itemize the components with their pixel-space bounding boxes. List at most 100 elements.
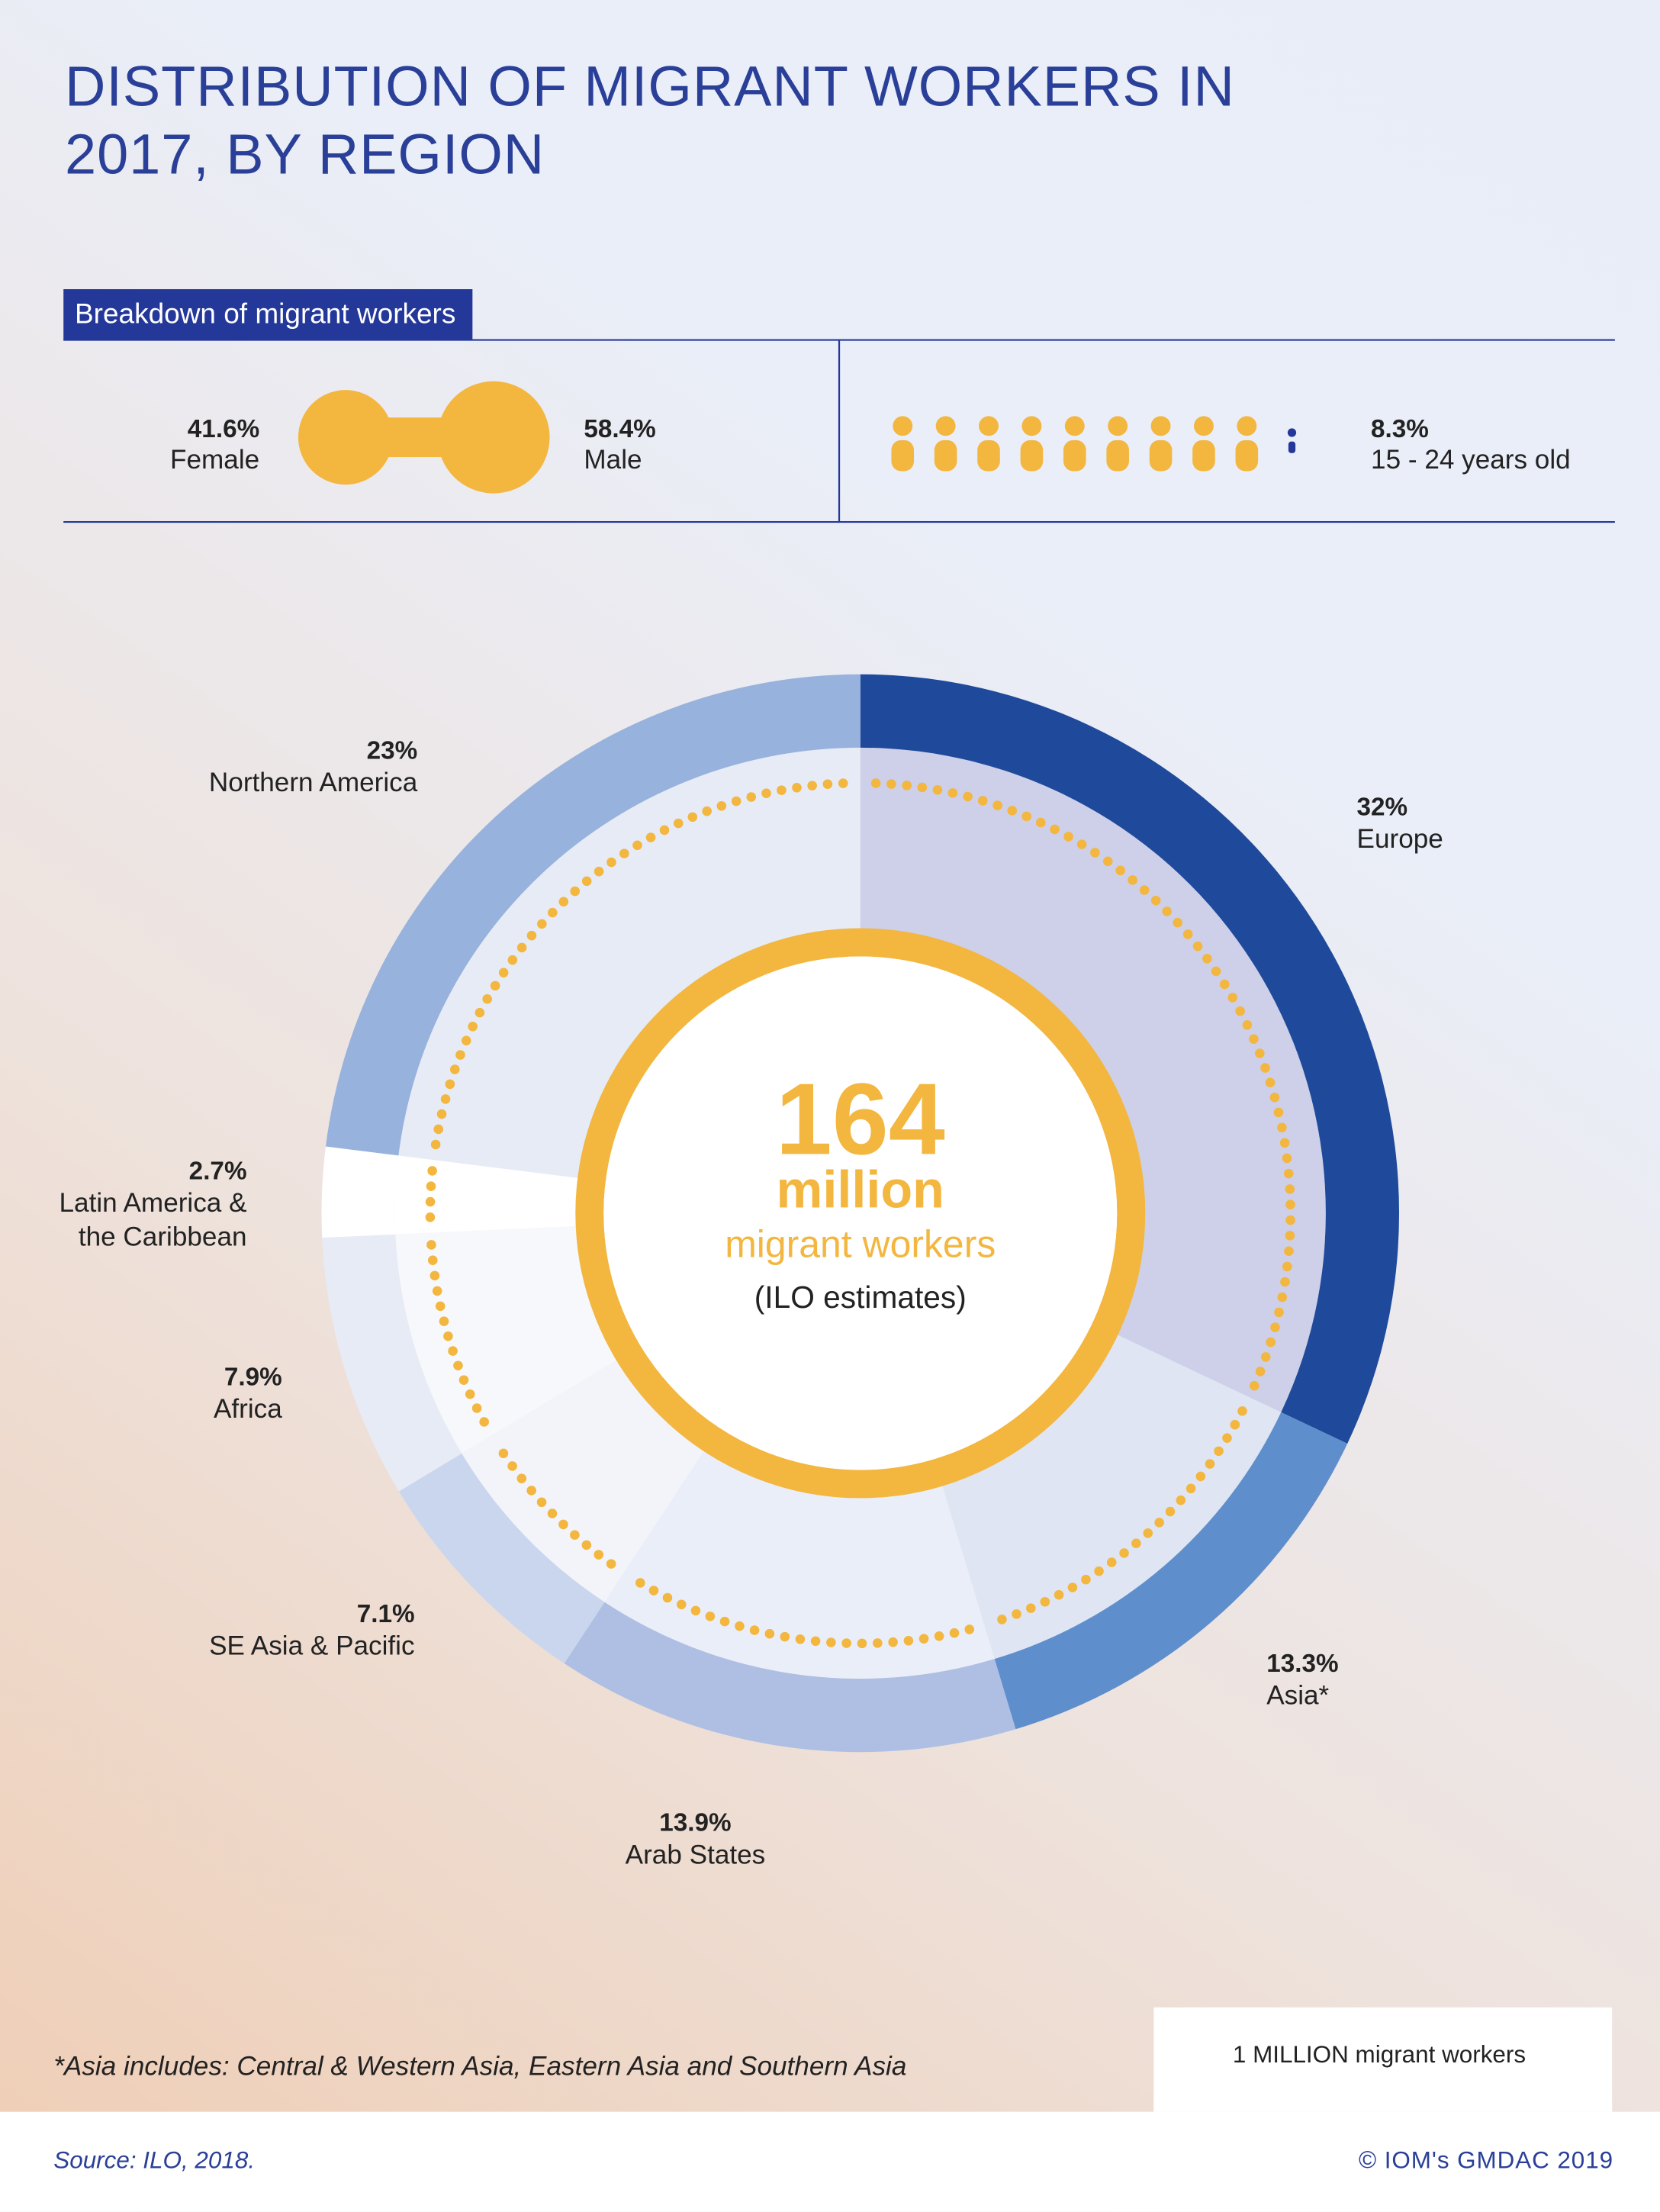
center-note: (ILO estimates)	[754, 1279, 967, 1315]
segment-value: 13.3%	[1266, 1649, 1339, 1678]
person-icon	[1237, 416, 1257, 436]
million-dot	[1007, 806, 1018, 816]
million-dot	[429, 1270, 440, 1281]
breakdown-heading: Breakdown of migrant workers	[63, 289, 473, 340]
person-icon	[1235, 440, 1259, 472]
million-dot	[427, 1166, 437, 1176]
million-dot	[1165, 1506, 1176, 1517]
million-dot	[1269, 1092, 1280, 1103]
million-dot	[764, 1628, 775, 1639]
million-dot	[1214, 1446, 1224, 1457]
million-dot	[1219, 979, 1230, 990]
million-dot	[526, 1486, 536, 1496]
million-dot	[1173, 917, 1182, 928]
donut-segment	[398, 1453, 605, 1664]
female-label: 41.6% Female	[170, 415, 259, 478]
million-dot	[1255, 1367, 1266, 1376]
million-dot	[716, 800, 727, 811]
million-dot	[838, 778, 848, 788]
million-dot	[1128, 875, 1137, 885]
million-dot	[702, 806, 712, 816]
person-icon	[1064, 416, 1085, 436]
million-dot	[433, 1124, 444, 1135]
segment-label: 7.1% SE Asia & Pacific	[209, 1597, 414, 1665]
million-dot	[1260, 1352, 1271, 1362]
million-dot	[581, 876, 592, 887]
million-dot	[1202, 954, 1212, 964]
million-dot	[1282, 1261, 1292, 1272]
million-dot	[1176, 1495, 1186, 1505]
million-dot	[1185, 1483, 1196, 1494]
person-icon	[1108, 416, 1128, 436]
million-dot	[777, 785, 787, 795]
million-dot	[1279, 1138, 1290, 1148]
million-dot	[1081, 1574, 1091, 1585]
million-dot	[992, 800, 1002, 810]
million-dot	[780, 1631, 790, 1642]
million-dot	[1222, 1433, 1232, 1444]
million-dot	[632, 840, 642, 851]
million-dot	[1274, 1307, 1284, 1318]
million-dot	[1249, 1034, 1259, 1045]
million-dot	[1150, 895, 1161, 906]
person-icon	[1150, 416, 1171, 436]
million-dot	[465, 1389, 475, 1399]
segment-label: 13.9% Arab States	[555, 1805, 837, 1873]
million-dot	[917, 782, 928, 793]
million-dot	[903, 1636, 914, 1646]
million-dot	[902, 781, 912, 790]
million-dot	[731, 796, 742, 807]
million-dot	[645, 832, 656, 842]
million-dot	[1154, 1518, 1164, 1528]
million-dot	[918, 1634, 929, 1644]
million-dot	[482, 994, 492, 1004]
million-dot	[934, 1631, 944, 1641]
segment-label: 7.9% Africa	[214, 1360, 282, 1428]
youth-name: 15 - 24 years old	[1371, 446, 1571, 476]
million-dot	[1106, 1557, 1117, 1567]
person-icon	[1106, 440, 1129, 472]
million-dot	[498, 1448, 509, 1459]
segment-name: Europe	[1356, 825, 1443, 855]
million-dot	[1280, 1277, 1290, 1287]
million-dot	[807, 781, 817, 790]
million-dot	[1284, 1246, 1294, 1256]
million-dot	[1050, 824, 1060, 835]
person-icon	[1063, 440, 1086, 472]
million-dot	[1235, 1006, 1245, 1016]
segment-value: 2.7%	[188, 1157, 247, 1185]
million-dot	[749, 1625, 760, 1635]
donut-segment	[994, 1412, 1348, 1730]
million-dot	[1131, 1538, 1141, 1548]
segment-value: 7.9%	[224, 1362, 282, 1391]
copyright: © IOM's GMDAC 2019	[1359, 2146, 1614, 2175]
female-name: Female	[170, 446, 260, 476]
million-dot	[822, 779, 833, 790]
million-dot	[673, 818, 684, 829]
million-dot	[1192, 941, 1203, 951]
million-dot	[690, 1605, 701, 1616]
million-dot	[516, 1473, 527, 1483]
million-dot	[648, 1586, 659, 1595]
million-dot	[475, 1007, 485, 1018]
segment-value: 13.9%	[659, 1808, 732, 1837]
youth-mark	[1287, 428, 1297, 437]
million-dot	[619, 848, 629, 858]
million-dot	[1035, 817, 1046, 828]
million-dot	[471, 1403, 482, 1413]
million-dot	[547, 907, 558, 918]
footer-strip	[0, 2111, 1660, 2212]
million-dot	[536, 1497, 547, 1508]
million-dot	[445, 1079, 455, 1090]
million-dot	[1237, 1406, 1247, 1416]
million-dot	[886, 779, 896, 789]
million-dot	[662, 1592, 673, 1603]
million-dot	[1270, 1322, 1280, 1332]
segment-value: 32%	[1356, 793, 1408, 822]
million-dot	[792, 782, 802, 793]
legend-label: 1 MILLION migrant workers	[1232, 2041, 1526, 2069]
million-dot	[963, 791, 973, 802]
million-dot	[977, 796, 988, 806]
million-dot	[947, 787, 958, 798]
